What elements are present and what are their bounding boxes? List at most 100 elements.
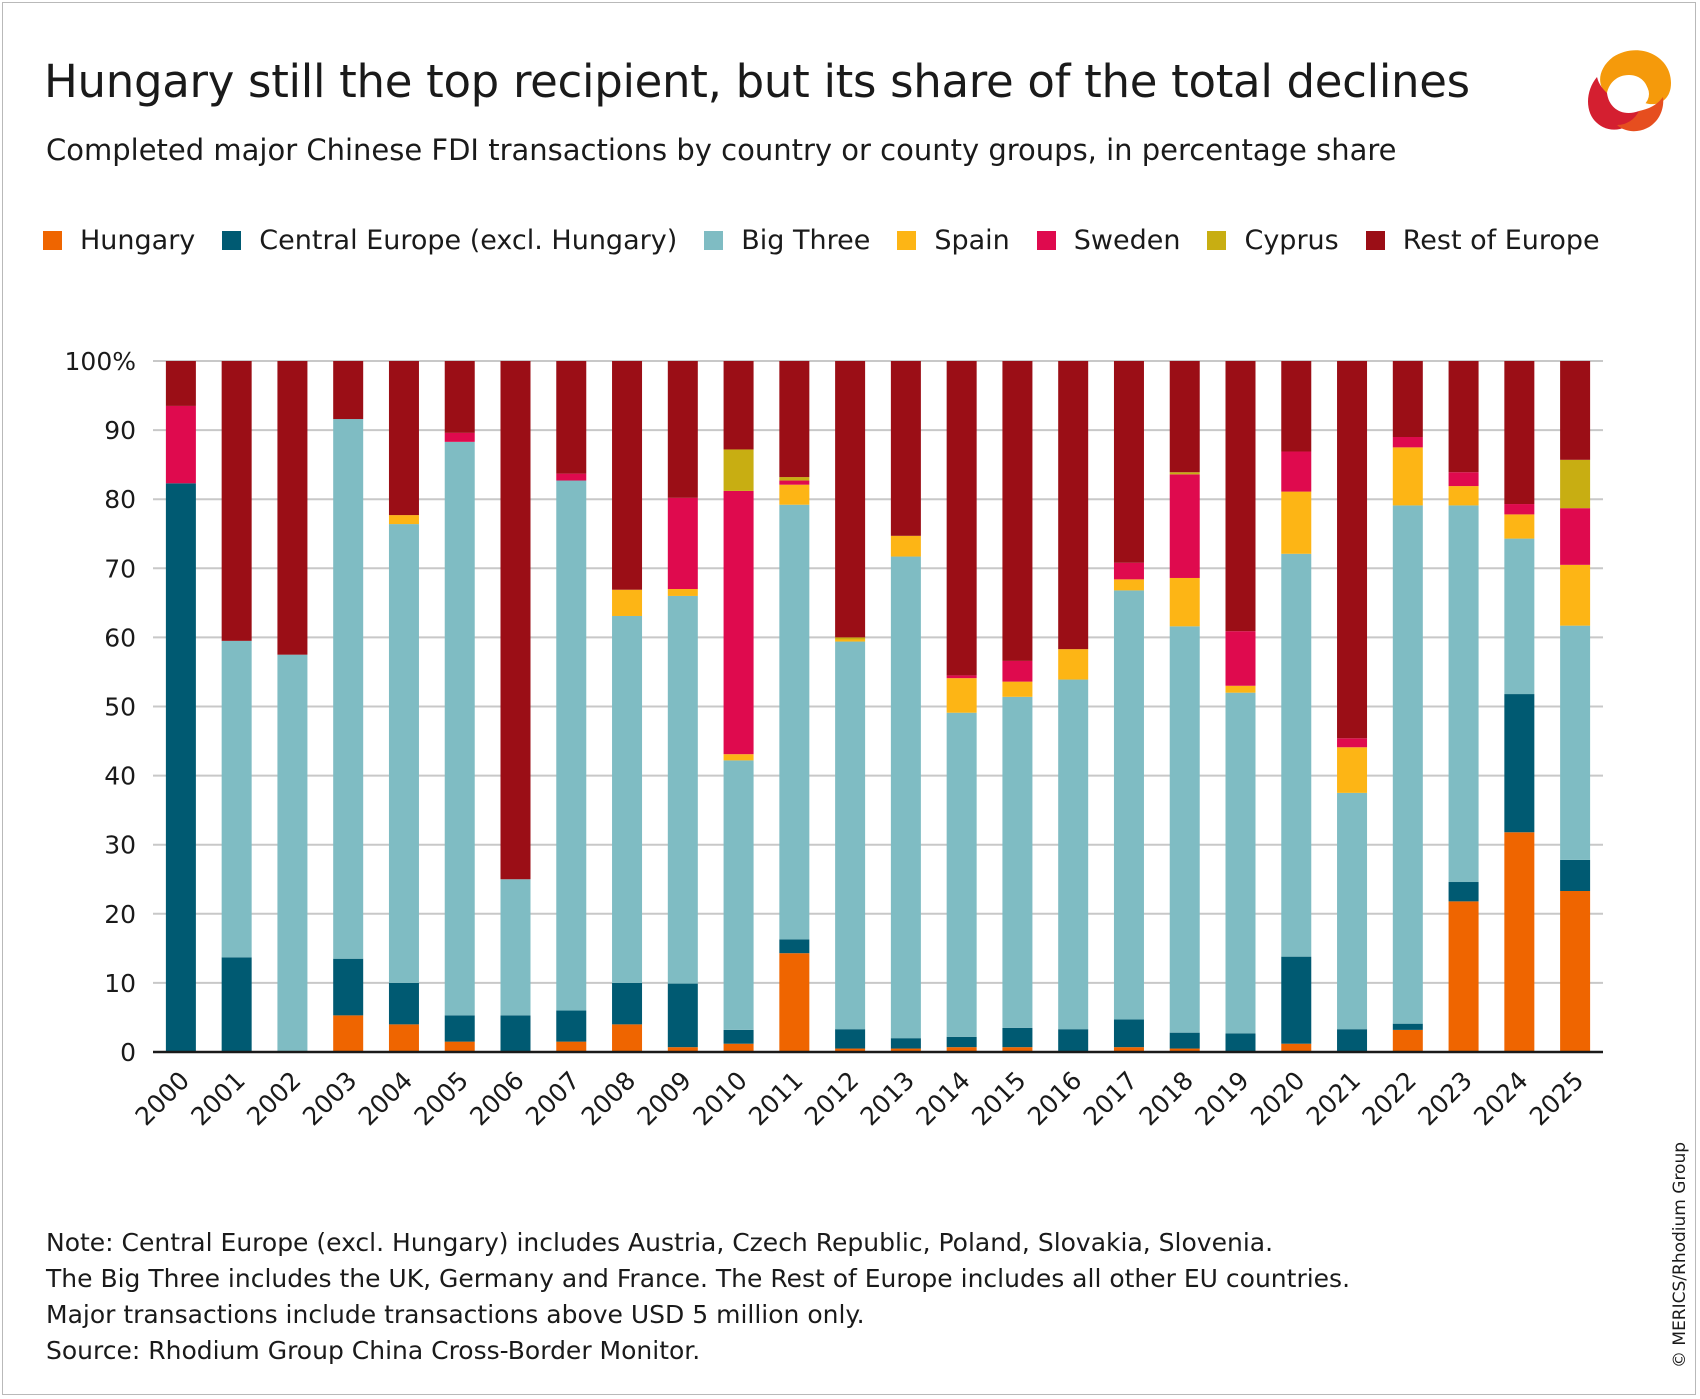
- bar-segment: [946, 678, 977, 713]
- bar-segment: [1169, 577, 1200, 627]
- bar-segment: [1448, 901, 1479, 1052]
- legend-swatch: [43, 231, 62, 250]
- x-tick-label: 2014: [910, 1066, 975, 1131]
- x-tick-label: 2021: [1301, 1066, 1366, 1131]
- y-tick-label: 40: [104, 762, 136, 791]
- bar-segment: [1281, 956, 1312, 1044]
- legend-label: Spain: [934, 225, 1010, 256]
- legend-item-big-three: Big Three: [704, 225, 870, 256]
- bar-segment: [333, 958, 364, 1016]
- legend: Hungary Central Europe (excl. Hungary) B…: [43, 225, 1627, 256]
- bar-segment: [500, 879, 531, 1016]
- legend-swatch: [1365, 231, 1385, 250]
- bar-segment: [388, 524, 419, 983]
- bar-segment: [1058, 361, 1089, 650]
- bar-segment: [277, 361, 308, 655]
- bar-segment: [1058, 649, 1089, 680]
- bar-segment: [388, 361, 419, 516]
- bar-segment: [500, 1015, 531, 1052]
- legend-swatch: [1036, 231, 1056, 250]
- bar-segment: [1058, 1029, 1089, 1052]
- bar-segment: [388, 515, 419, 525]
- bar-segment: [779, 484, 810, 505]
- bar-segment: [444, 1041, 475, 1052]
- bar-segment: [444, 432, 475, 442]
- bar-segment: [1002, 681, 1033, 697]
- bar-segment: [723, 754, 754, 761]
- bar-segment: [1225, 631, 1256, 686]
- legend-item-rest-of-europe: Rest of Europe: [1365, 225, 1600, 256]
- bar-segment: [1113, 579, 1144, 591]
- bar-segment: [1448, 472, 1479, 487]
- bar-segment: [835, 1029, 866, 1049]
- legend-label: Cyprus: [1244, 225, 1339, 256]
- bar-segment: [1504, 832, 1535, 1052]
- bar-segment: [723, 449, 754, 491]
- bar-segment: [1225, 361, 1256, 632]
- bar-segment: [667, 983, 698, 1048]
- bar-segment: [890, 361, 921, 536]
- bar-segment: [388, 1024, 419, 1052]
- bar-segment: [1560, 361, 1591, 460]
- bar-segment: [500, 361, 531, 880]
- bar-segment: [890, 535, 921, 557]
- bar-segment: [667, 361, 698, 498]
- bar-segment: [1448, 505, 1479, 883]
- note-line: Note: Central Europe (excl. Hungary) inc…: [46, 1228, 1274, 1257]
- x-tick-label: 2022: [1357, 1066, 1422, 1131]
- bar-segment: [1113, 1047, 1144, 1052]
- bar-segment: [779, 939, 810, 954]
- y-tick-label: 30: [104, 831, 136, 860]
- bar-segment: [835, 641, 866, 1030]
- bar-segment: [1337, 738, 1368, 748]
- bar-segment: [835, 1048, 866, 1052]
- bar-segment: [1113, 562, 1144, 580]
- bar-segment: [1392, 361, 1423, 438]
- bar-segment: [1169, 472, 1200, 475]
- bar-segment: [890, 1048, 921, 1052]
- bar-segment: [221, 361, 252, 641]
- x-tick-label: 2007: [520, 1066, 585, 1131]
- bar-segment: [1504, 361, 1535, 505]
- bar-segment: [779, 504, 810, 940]
- x-tick-label: 2017: [1078, 1066, 1143, 1131]
- stacked-bar-chart: 0102030405060708090100%20002001200220032…: [65, 347, 1603, 1131]
- bar-segment: [1281, 361, 1312, 452]
- y-tick-label: 90: [104, 416, 136, 445]
- bar-segment: [1560, 508, 1591, 565]
- bar-segment: [667, 595, 698, 984]
- chart-title: Hungary still the top recipient, but its…: [44, 55, 1470, 108]
- bar-segment: [612, 361, 643, 590]
- bar-segment: [1392, 505, 1423, 1024]
- bar-segment: [1337, 747, 1368, 793]
- x-tick-label: 2015: [966, 1066, 1031, 1131]
- legend-item-hungary: Hungary: [43, 225, 195, 256]
- bar-segment: [333, 419, 364, 959]
- bar-segment: [165, 405, 196, 484]
- bar-segment: [723, 760, 754, 1030]
- bar-segment: [835, 361, 866, 638]
- bar-segment: [1002, 361, 1033, 661]
- x-tick-label: 2004: [353, 1066, 418, 1131]
- bar-segment: [1392, 447, 1423, 506]
- bar-segment: [165, 361, 196, 406]
- legend-item-central-europe: Central Europe (excl. Hungary): [222, 225, 677, 256]
- y-tick-label: 50: [104, 693, 136, 722]
- x-tick-label: 2023: [1412, 1066, 1477, 1131]
- bar-segment: [1002, 696, 1033, 1028]
- x-tick-label: 2024: [1468, 1066, 1533, 1131]
- bar-segment: [1002, 1047, 1033, 1052]
- legend-label: Central Europe (excl. Hungary): [259, 225, 678, 256]
- x-tick-label: 2008: [576, 1066, 641, 1131]
- bar-segment: [1392, 1029, 1423, 1052]
- bar-segment: [1169, 361, 1200, 473]
- bar-segment: [946, 675, 977, 679]
- bar-segment: [890, 1038, 921, 1049]
- y-tick-label: 20: [104, 900, 136, 929]
- bar-segment: [333, 361, 364, 420]
- bar-segment: [1448, 882, 1479, 902]
- bar-segment: [1002, 660, 1033, 682]
- bar-segment: [1392, 437, 1423, 448]
- note-line: The Big Three includes the UK, Germany a…: [46, 1264, 1351, 1293]
